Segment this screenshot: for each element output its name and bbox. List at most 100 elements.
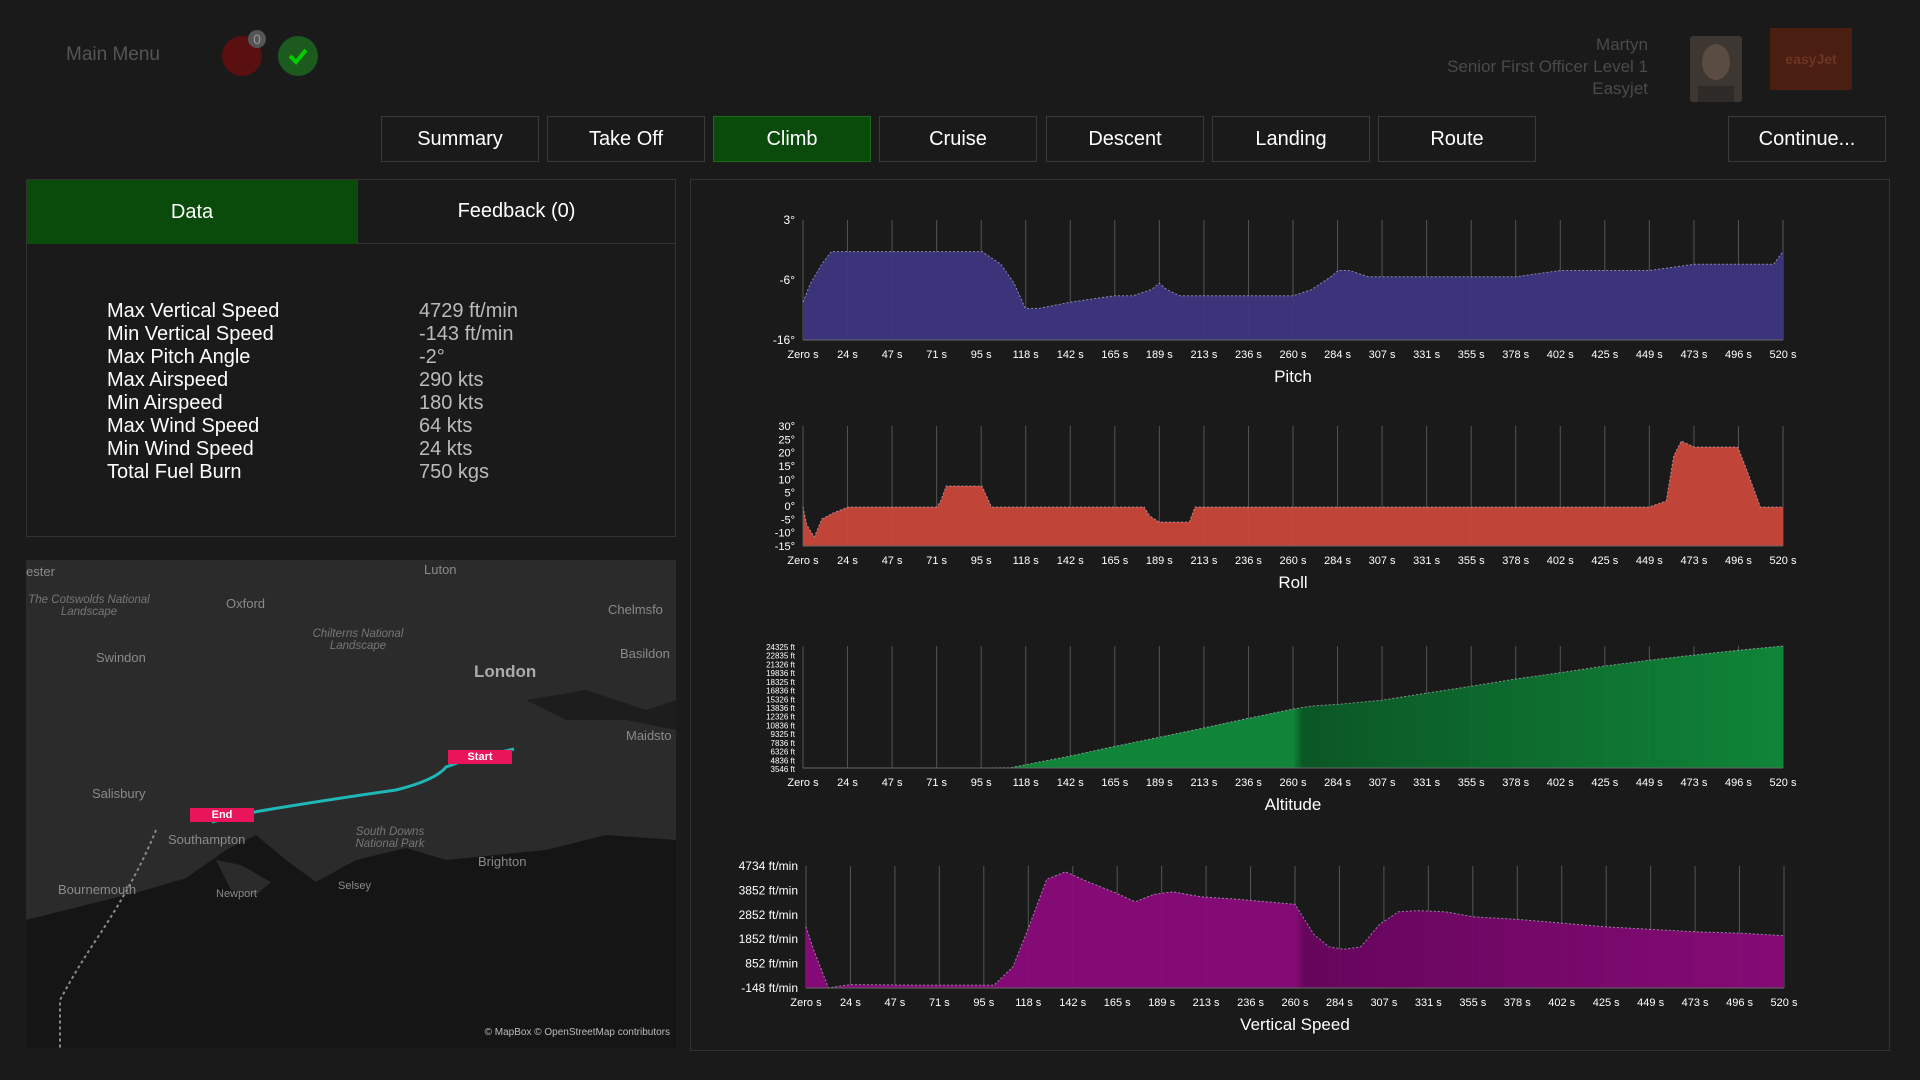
x-tick-label: 24 s bbox=[837, 777, 858, 789]
x-tick-label: 496 s bbox=[1725, 777, 1752, 789]
stat-label: Total Fuel Burn bbox=[107, 461, 242, 483]
x-tick-label: 260 s bbox=[1280, 777, 1307, 789]
x-tick-label: 47 s bbox=[885, 997, 906, 1009]
x-tick-label: 142 s bbox=[1059, 997, 1086, 1009]
y-tick-label: 19836 ft bbox=[766, 669, 796, 678]
x-tick-label: 71 s bbox=[926, 777, 947, 789]
x-tick-label: 473 s bbox=[1680, 777, 1707, 789]
stat-value: 4729 ft/min bbox=[419, 300, 518, 322]
x-tick-label: 165 s bbox=[1104, 997, 1131, 1009]
roll-chart[interactable]: Zero s 24 s 47 s 71 s 95 s 118 s 142 s 165 s 189… bbox=[691, 412, 1887, 607]
stat-value: 180 kts bbox=[419, 392, 484, 414]
x-tick-label: 331 s bbox=[1415, 997, 1442, 1009]
route-map[interactable]: ester Luton The Cotswolds National Lands… bbox=[26, 560, 676, 1048]
y-tick-label: 15° bbox=[778, 461, 795, 473]
x-tick-label: 260 s bbox=[1282, 997, 1309, 1009]
x-tick-label: 189 s bbox=[1146, 777, 1173, 789]
map-label: ester bbox=[26, 564, 55, 579]
x-tick-label: 355 s bbox=[1458, 349, 1485, 361]
y-tick-label: 7836 ft bbox=[771, 739, 796, 748]
vertical-speed-chart[interactable]: Zero s 24 s 47 s 71 s 95 s 118 s 142 s 165 s 189… bbox=[691, 852, 1887, 1047]
y-tick-label: 15326 ft bbox=[766, 695, 796, 704]
x-tick-label: 331 s bbox=[1413, 555, 1440, 567]
tab-take-off[interactable]: Take Off bbox=[547, 116, 705, 162]
x-tick-label: 189 s bbox=[1146, 349, 1173, 361]
pitch-chart[interactable]: Zero s 24 s 47 s 71 s 95 s 118 s 142 s 165 s 189… bbox=[691, 198, 1887, 393]
subtab-data[interactable]: Data bbox=[27, 180, 357, 244]
user-info: Martyn Senior First Officer Level 1 Easy… bbox=[1447, 34, 1648, 100]
x-tick-label: 449 s bbox=[1636, 555, 1663, 567]
stat-row: Min Wind Speed 24 kts bbox=[107, 438, 518, 461]
main-menu-link[interactable]: Main Menu bbox=[66, 44, 160, 65]
tab-descent[interactable]: Descent bbox=[1046, 116, 1204, 162]
stat-value: -2° bbox=[419, 346, 445, 368]
x-tick-label: 355 s bbox=[1459, 997, 1486, 1009]
alert-status-icon[interactable]: 0 bbox=[222, 30, 266, 76]
x-tick-label: 142 s bbox=[1057, 555, 1084, 567]
y-tick-label: 3546 ft bbox=[771, 765, 796, 774]
altitude-chart[interactable]: Zero s 24 s 47 s 71 s 95 s 118 s 142 s 165 s 189… bbox=[691, 632, 1887, 827]
x-tick-label: 496 s bbox=[1725, 555, 1752, 567]
check-status-icon[interactable] bbox=[278, 36, 318, 76]
stat-row: Max Airspeed 290 kts bbox=[107, 369, 518, 392]
x-tick-label: 260 s bbox=[1280, 555, 1307, 567]
x-tick-label: 142 s bbox=[1057, 777, 1084, 789]
y-tick-label: -6° bbox=[780, 273, 796, 287]
x-tick-label: 402 s bbox=[1548, 997, 1575, 1009]
tab-landing[interactable]: Landing bbox=[1212, 116, 1370, 162]
stat-value: 64 kts bbox=[419, 415, 473, 437]
continue-button[interactable]: Continue... bbox=[1728, 116, 1886, 162]
y-tick-label: 0° bbox=[784, 501, 795, 513]
route-start-marker[interactable]: Start bbox=[448, 750, 512, 764]
subtab-feedback[interactable]: Feedback (0) bbox=[357, 180, 675, 244]
stat-value: 290 kts bbox=[419, 369, 484, 391]
x-tick-label: 236 s bbox=[1235, 349, 1262, 361]
stat-label: Min Vertical Speed bbox=[107, 323, 274, 345]
x-tick-label: 236 s bbox=[1237, 997, 1264, 1009]
tab-climb[interactable]: Climb bbox=[713, 116, 871, 162]
x-tick-label: 473 s bbox=[1682, 997, 1709, 1009]
x-tick-label: 118 s bbox=[1013, 349, 1040, 361]
tab-summary[interactable]: Summary bbox=[381, 116, 539, 162]
map-label: South Downs National Park bbox=[355, 826, 425, 850]
x-tick-label: 331 s bbox=[1413, 349, 1440, 361]
y-tick-label: 10° bbox=[778, 474, 795, 486]
x-tick-label: 520 s bbox=[1770, 555, 1797, 567]
map-label: Chilterns National Landscape bbox=[312, 628, 404, 652]
vertical-speed-chart-title: Vertical Speed bbox=[1240, 1015, 1350, 1034]
y-tick-label: 4734 ft/min bbox=[739, 859, 798, 873]
stat-label: Max Vertical Speed bbox=[107, 300, 280, 322]
y-tick-label: 21326 ft bbox=[766, 660, 796, 669]
x-tick-label: 24 s bbox=[837, 349, 858, 361]
x-tick-label: 47 s bbox=[882, 555, 903, 567]
x-tick-label: 165 s bbox=[1101, 555, 1128, 567]
stat-row: Min Airspeed 180 kts bbox=[107, 392, 518, 415]
stats-list: Max Vertical Speed 4729 ft/min Min Vertic… bbox=[107, 300, 518, 484]
x-tick-label: 473 s bbox=[1680, 349, 1707, 361]
y-tick-label: 852 ft/min bbox=[745, 957, 798, 971]
x-tick-label: 378 s bbox=[1502, 349, 1529, 361]
tab-route[interactable]: Route bbox=[1378, 116, 1536, 162]
route-end-marker[interactable]: End bbox=[190, 808, 254, 822]
x-tick-label: Zero s bbox=[790, 997, 822, 1009]
map-label: Oxford bbox=[226, 596, 266, 611]
x-tick-label: 307 s bbox=[1370, 997, 1397, 1009]
x-tick-label: 213 s bbox=[1190, 349, 1217, 361]
tab-cruise[interactable]: Cruise bbox=[879, 116, 1037, 162]
x-tick-label: 284 s bbox=[1326, 997, 1353, 1009]
y-tick-label: 2852 ft/min bbox=[739, 908, 798, 922]
vertical-speed-chart-svg: Zero s 24 s 47 s 71 s 95 s 118 s 142 s 165 s 189… bbox=[739, 859, 1798, 1034]
stat-label: Max Wind Speed bbox=[107, 415, 260, 437]
x-tick-label: 47 s bbox=[882, 349, 903, 361]
user-company: Easyjet bbox=[1592, 79, 1648, 98]
avatar[interactable] bbox=[1690, 36, 1742, 102]
y-tick-label: -148 ft/min bbox=[741, 981, 798, 995]
x-tick-label: 236 s bbox=[1235, 777, 1262, 789]
map-label: Luton bbox=[424, 562, 457, 577]
y-tick-label: 10836 ft bbox=[766, 721, 796, 730]
x-tick-label: 307 s bbox=[1369, 349, 1396, 361]
charts-panel: Zero s 24 s 47 s 71 s 95 s 118 s 142 s 165 s 189… bbox=[690, 179, 1890, 1051]
map-label: Salisbury bbox=[92, 786, 146, 801]
x-tick-label: 142 s bbox=[1057, 349, 1084, 361]
notification-badge: 0 bbox=[248, 30, 266, 48]
